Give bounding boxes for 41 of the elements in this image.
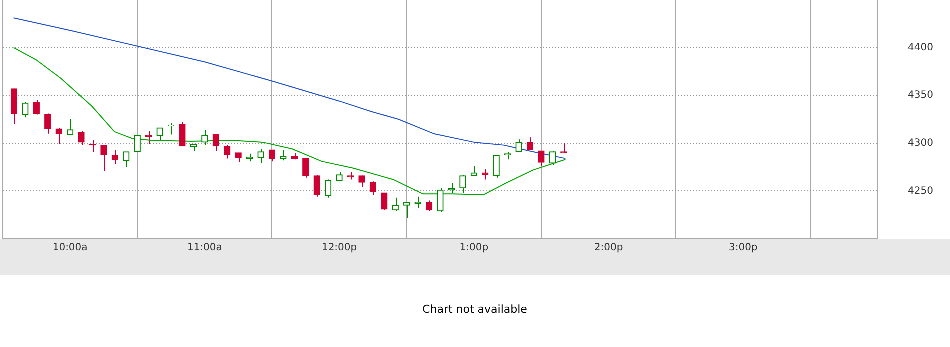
y-tick-label: 4350	[908, 90, 934, 102]
candlestick	[258, 148, 264, 164]
candlestick	[460, 174, 466, 194]
candlestick	[404, 202, 410, 218]
x-tick-label: 11:00a	[187, 242, 222, 254]
candlestick	[134, 135, 141, 152]
candlestick	[324, 179, 332, 198]
candlestick	[179, 122, 186, 147]
y-tick-label: 4300	[908, 138, 934, 149]
text: Chart not available	[422, 303, 528, 316]
y-tick-label: 4250	[908, 186, 934, 197]
candlestick	[33, 100, 40, 116]
candlestick	[493, 155, 500, 178]
candlestick	[470, 166, 478, 176]
candlestick	[10, 88, 18, 125]
x-tick-label: 1:00p	[460, 242, 489, 254]
candlestick	[212, 134, 220, 152]
candlestick	[437, 188, 444, 213]
candlestick	[22, 102, 29, 118]
candlestick	[538, 150, 545, 167]
candlestick	[381, 192, 388, 211]
candlestick	[302, 158, 310, 178]
candlestick	[56, 128, 62, 145]
candlestick	[112, 150, 119, 165]
candlestick	[44, 113, 52, 134]
candlestick	[392, 197, 399, 212]
candlestick	[100, 144, 108, 172]
candlestick	[549, 150, 556, 166]
candlestick	[156, 128, 164, 142]
candlestick	[66, 119, 74, 136]
candlestick	[560, 142, 568, 154]
candlestick	[482, 168, 489, 180]
candlestick	[202, 130, 208, 146]
x-tick-label: 10:00a	[52, 242, 88, 254]
x-tick-label: 3:00p	[728, 242, 758, 254]
candlestick	[123, 152, 130, 168]
y-tick-label: 4400	[908, 42, 934, 54]
candlestick	[314, 174, 320, 198]
candlestick	[516, 139, 522, 153]
x-tick-label: 12:00p	[322, 242, 358, 254]
x-tick-label: 2:00p	[594, 242, 624, 254]
